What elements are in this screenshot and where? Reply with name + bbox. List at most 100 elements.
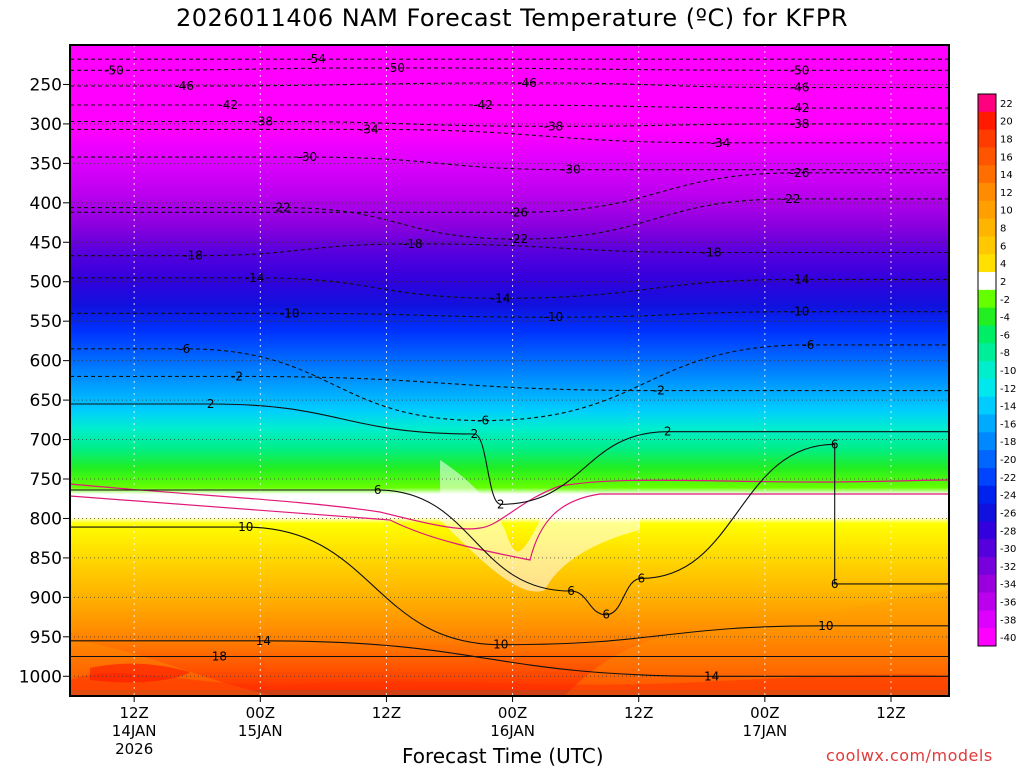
- contour-label: 6: [831, 437, 839, 451]
- colorbar-swatch: [978, 307, 996, 326]
- colorbar-swatch: [978, 147, 996, 166]
- colorbar-frame: [977, 93, 997, 647]
- colorbar-swatch: [978, 628, 996, 647]
- y-tick-label: 400: [30, 194, 62, 214]
- contour-label: -42: [218, 98, 238, 112]
- isotherm-dashed-line: [69, 198, 949, 240]
- contour-label: -14: [245, 271, 265, 285]
- contour-label: 6: [638, 571, 646, 585]
- colorbar-label: 20: [1000, 117, 1013, 128]
- colorbar-swatch: [978, 503, 996, 522]
- contour-label: 6: [831, 577, 839, 591]
- colorbar-label: -6: [1000, 330, 1010, 341]
- contour-label: -46: [790, 81, 810, 95]
- colorbar-swatch: [978, 165, 996, 184]
- contour-label: -34: [711, 136, 731, 150]
- x-tick-label: 12Z: [624, 704, 653, 722]
- colorbar-swatch: [978, 325, 996, 344]
- contour-label: -30: [298, 150, 318, 164]
- y-tick-label: 950: [30, 628, 62, 648]
- colorbar-swatch: [978, 396, 996, 416]
- y-tick-label: 750: [30, 470, 62, 490]
- colorbar-label: -20: [1000, 455, 1016, 466]
- colorbar-label: 14: [1000, 170, 1013, 181]
- isotherm-solid-line: [70, 526, 949, 646]
- contour-label: 14: [256, 634, 271, 648]
- isotherm-dashed-line: [69, 104, 949, 109]
- contour-label: -50: [385, 61, 405, 75]
- colorbar-swatch: [978, 432, 996, 451]
- x-tick-label: 12Z: [372, 704, 401, 722]
- x-tick-label: 12Z: [876, 704, 905, 722]
- contour-label: -22: [508, 232, 528, 246]
- x-tick-label: 00Z: [750, 704, 779, 722]
- isotherm-dashed-line: [70, 156, 949, 171]
- contour-label: 2: [471, 427, 479, 441]
- colorbar-label: -14: [1000, 402, 1016, 413]
- colorbar-label: -16: [1000, 419, 1016, 430]
- y-tick-label: 850: [30, 549, 62, 569]
- y-tick-label: 500: [30, 273, 62, 293]
- contour-label: -42: [473, 98, 493, 112]
- isotherm-solid: [69, 403, 950, 677]
- y-tick-label: 1000: [19, 667, 62, 687]
- x-tick-label: 17JAN: [742, 722, 787, 740]
- colorbar-swatch: [978, 592, 996, 611]
- contour-label: 10: [493, 638, 508, 652]
- colorbar-label: -2: [1000, 295, 1010, 306]
- y-tick-label: 350: [30, 154, 62, 174]
- contour-label: 18: [212, 650, 227, 664]
- colorbar-label: 16: [1000, 152, 1013, 163]
- contour-label: -22: [271, 201, 291, 215]
- isotherm-dashed-line: [70, 120, 949, 127]
- colorbar-label: -8: [1000, 348, 1010, 359]
- x-tick-label: 16JAN: [490, 722, 535, 740]
- colorbar-swatch: [978, 218, 996, 237]
- contour-label: -2: [653, 384, 665, 398]
- contour-label: 6: [374, 483, 382, 497]
- y-tick-label: 650: [30, 391, 62, 411]
- contour-label: -6: [802, 338, 814, 352]
- colorbar-label: 10: [1000, 206, 1013, 217]
- colorbar-label: -36: [1000, 597, 1016, 608]
- contour-label: -34: [359, 122, 379, 136]
- x-tick-label: 15JAN: [238, 722, 283, 740]
- isotherm-dashed-line: [70, 243, 949, 257]
- colorbar-swatch: [978, 236, 996, 255]
- colorbar-swatch: [978, 539, 996, 558]
- colorbar-label: -12: [1000, 384, 1016, 395]
- colorbar-label: -18: [1000, 437, 1016, 448]
- colorbar-swatch: [978, 183, 996, 202]
- contour-label: -42: [790, 101, 810, 115]
- watermark[interactable]: coolwx.com/models: [826, 746, 993, 765]
- contour-label: -26: [790, 166, 810, 180]
- colorbar-swatch: [978, 485, 996, 505]
- contour-label: 14: [704, 669, 719, 683]
- colorbar-swatch: [978, 94, 996, 113]
- colorbar-swatch: [978, 200, 996, 220]
- colorbar-swatch: [978, 378, 996, 398]
- colorbar-label: -38: [1000, 615, 1016, 626]
- contour-label: 6: [602, 608, 610, 622]
- contour-labels: -54 -50 -50 -50 -46 -46 -46 -42 -42 -42 -38 -38 -38 -…: [104, 52, 838, 683]
- colorbar-label: -40: [1000, 633, 1016, 644]
- y-tick-label: 550: [30, 312, 62, 332]
- y-tick-label: 300: [30, 115, 62, 135]
- colorbar-label: 22: [1000, 99, 1013, 110]
- contour-label: 10: [818, 619, 833, 633]
- colorbar: 22 20 18 16 14 12 10 8 6 4 2 -2 -4 -6 -8 -10 -12 -14 -16 -1…: [977, 93, 1016, 647]
- colorbar-swatch: [978, 610, 996, 629]
- colorbar-swatch: [978, 361, 996, 380]
- contour-label: -6: [178, 342, 190, 356]
- contour-label: 10: [238, 520, 253, 534]
- colorbar-label: -24: [1000, 491, 1016, 502]
- y-tick-label: 250: [30, 75, 62, 95]
- contour-lines: [69, 479, 950, 561]
- x-tick-label: 2026: [115, 740, 153, 758]
- isotherm-dashed-line: [70, 375, 949, 392]
- contour-label: -6: [477, 414, 489, 428]
- colorbar-label: 2: [1000, 277, 1006, 288]
- contour-label: -38: [254, 115, 274, 129]
- y-tick-label: 600: [30, 352, 62, 372]
- colorbar-label: -10: [1000, 366, 1016, 377]
